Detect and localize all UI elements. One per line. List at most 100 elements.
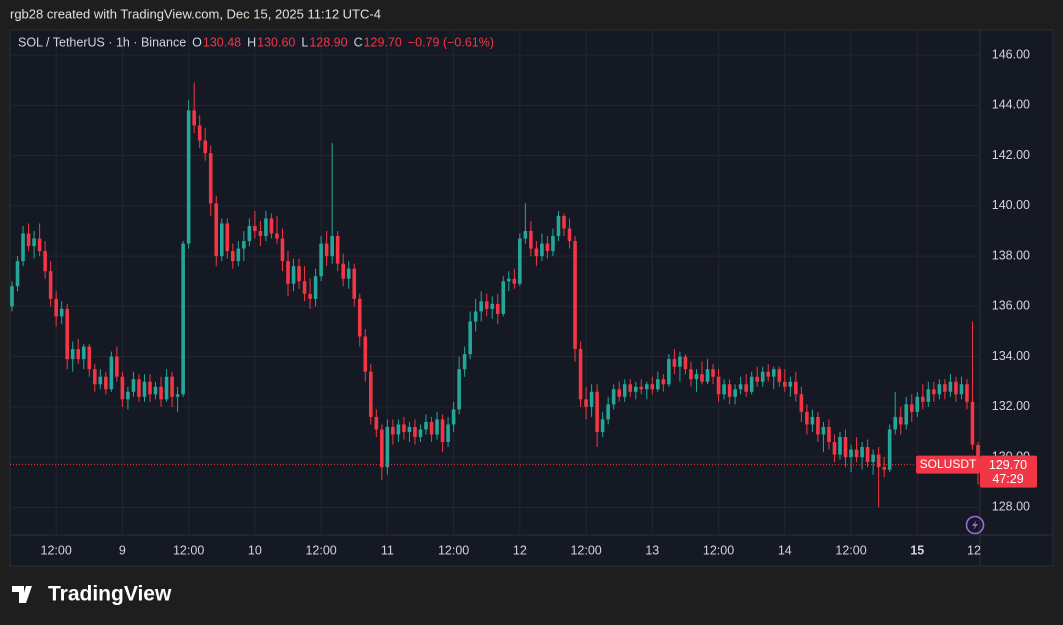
candle-body — [683, 356, 688, 370]
candle-body — [904, 404, 909, 425]
candle-body — [606, 404, 610, 420]
candle-body — [838, 437, 842, 455]
candle-body — [109, 356, 114, 390]
candle-body — [363, 336, 368, 372]
candle-body — [854, 449, 859, 458]
candle-body — [65, 308, 69, 360]
candle-body — [396, 424, 401, 435]
candle-body — [771, 369, 776, 377]
legend: SOL / TetherUS · 1h · Binance O 130.48 H 13… — [18, 35, 494, 49]
candle-body — [253, 225, 257, 231]
x-tick-label: 9 — [119, 543, 126, 557]
candle-body — [529, 230, 533, 249]
candle-body — [716, 376, 721, 395]
candle-body — [225, 223, 230, 252]
candle-body — [308, 293, 312, 299]
y-tick-label: 146.00 — [992, 47, 1030, 61]
alert-ring[interactable] — [965, 515, 985, 535]
candle-body — [678, 356, 682, 367]
candle-body — [898, 416, 903, 425]
candle-body — [164, 376, 169, 400]
candle-body — [473, 311, 478, 322]
candle-body — [291, 266, 296, 284]
candle-body — [159, 386, 163, 400]
x-tick-label: 11 — [381, 543, 394, 557]
x-tick-label: 12:00 — [305, 543, 336, 557]
candle-body — [32, 238, 36, 247]
candle-body — [705, 369, 710, 382]
candle-body — [380, 429, 384, 468]
candle-body — [26, 233, 31, 247]
candle-body — [457, 369, 461, 410]
candle-body — [667, 359, 671, 385]
y-tick-label: 136.00 — [992, 299, 1030, 313]
candle-body — [755, 376, 759, 382]
x-tick-label: 15 — [910, 543, 924, 557]
candle-body — [137, 379, 141, 397]
candle-body — [970, 401, 975, 445]
candle-body — [208, 153, 213, 204]
candle-body — [170, 376, 174, 397]
candle-body — [446, 424, 450, 443]
candle-body — [357, 298, 362, 337]
y-tick-label: 134.00 — [992, 349, 1030, 363]
candle-body — [186, 110, 191, 244]
candle-body — [435, 419, 439, 435]
candle-body — [319, 243, 323, 277]
candle-body — [915, 396, 920, 412]
candle-body — [352, 268, 357, 299]
candle-body — [937, 384, 942, 395]
candle-body — [689, 369, 693, 380]
candle-body — [424, 421, 428, 430]
candle-body — [733, 389, 737, 397]
candle-body — [672, 359, 677, 367]
candle-body — [407, 426, 412, 432]
price-tag-symbol: SOLUSDT — [920, 457, 977, 471]
y-tick-label: 144.00 — [992, 98, 1030, 112]
candle-body — [694, 374, 699, 380]
candle-body — [921, 396, 925, 402]
candle-body — [534, 248, 539, 257]
ohlc-value: 128.90 — [309, 35, 347, 49]
candle-body — [562, 215, 566, 229]
candle-body — [231, 251, 235, 262]
candle-body — [479, 301, 483, 312]
candle-body — [21, 233, 25, 262]
alert-icon[interactable] — [965, 515, 985, 535]
candle-body — [192, 110, 196, 126]
candle-body — [48, 271, 53, 299]
candle-body — [126, 391, 130, 400]
candle-body — [954, 381, 958, 395]
candle-body — [413, 426, 417, 438]
candle-body — [766, 371, 771, 377]
candle-body — [440, 419, 445, 443]
candle-body — [247, 225, 252, 242]
candle-body — [783, 381, 787, 387]
candle-body — [120, 376, 125, 400]
candle-body — [402, 424, 406, 432]
candle-body — [391, 426, 395, 435]
candle-body — [628, 384, 633, 392]
candle-body — [297, 266, 301, 282]
candle-body — [518, 238, 522, 284]
candle-body — [551, 236, 555, 252]
y-tick-label: 140.00 — [992, 198, 1030, 212]
x-tick-label: 12:00 — [835, 543, 866, 557]
candle-body — [451, 409, 456, 425]
candle-body — [810, 416, 815, 425]
grid — [10, 30, 980, 535]
candle-body — [490, 303, 495, 309]
ohlc-name: H — [247, 35, 256, 49]
candle-body — [760, 371, 765, 382]
alert-bolt[interactable] — [972, 520, 978, 530]
candle-body — [556, 215, 561, 237]
candle-body — [43, 251, 47, 272]
candle-body — [656, 379, 660, 390]
candle-body — [81, 346, 86, 360]
candle-body — [567, 228, 572, 242]
candle-body — [860, 447, 864, 458]
candle-body — [512, 278, 517, 284]
candle-body — [335, 236, 340, 264]
candle-body — [633, 386, 638, 392]
